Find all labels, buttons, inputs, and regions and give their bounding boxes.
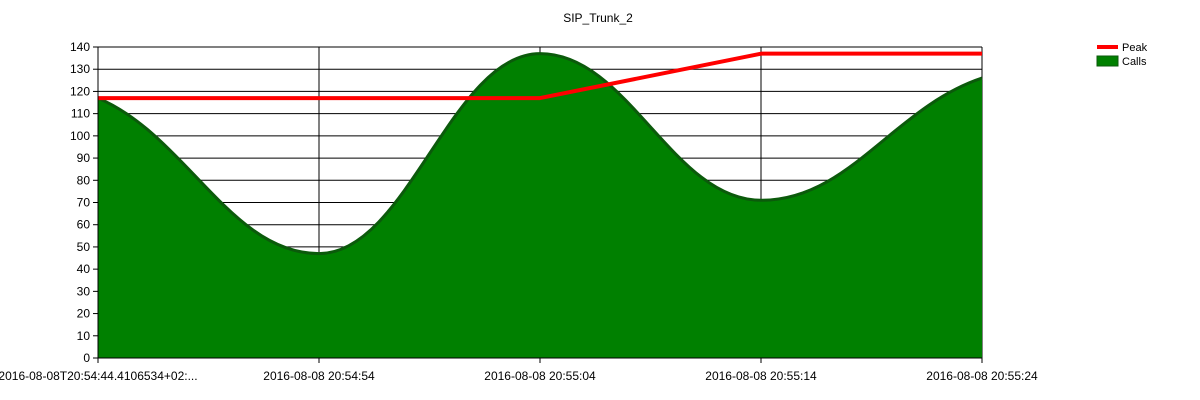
peak-line (98, 51, 982, 101)
y-tick-label: 10 (77, 329, 91, 343)
y-tick-label: 90 (77, 151, 91, 165)
axis-layer: 0 10 20 30 40 50 60 70 80 90 100 110 120 130 140 2016-0… (0, 40, 1038, 383)
y-tick-label: 0 (83, 351, 90, 365)
x-tick-label: 2016-08-08 20:54:54 (263, 369, 375, 383)
y-tick-label: 130 (70, 62, 90, 76)
legend-label-calls: Calls (1122, 56, 1147, 68)
calls-area (98, 53, 982, 359)
legend-swatch-calls (1096, 55, 1119, 67)
line-layer (98, 51, 982, 101)
x-tick-label: 2016-08-08 20:55:04 (484, 369, 596, 383)
y-tick-label: 110 (71, 107, 90, 121)
y-tick-label: 30 (77, 284, 91, 298)
y-tick-label: 80 (77, 173, 91, 187)
y-tick-label: 20 (77, 307, 91, 321)
legend: Peak Calls (1096, 42, 1148, 68)
y-tick-label: 60 (77, 218, 91, 232)
legend-label-peak: Peak (1122, 42, 1148, 54)
y-tick-label: 100 (70, 129, 90, 143)
y-tick-label: 140 (70, 40, 90, 54)
y-tick-label: 40 (77, 262, 91, 276)
y-tick-label: 70 (77, 196, 91, 210)
calls-area-edge (97, 52, 983, 256)
x-tick-label: 2016-08-08T20:54:44.4106534+02:... (0, 369, 198, 383)
chart-title: SIP_Trunk_2 (563, 11, 633, 25)
y-tick-label: 120 (70, 84, 90, 98)
x-tick-label: 2016-08-08 20:55:24 (926, 369, 1038, 383)
x-tick-label: 2016-08-08 20:55:14 (705, 369, 817, 383)
area-layer (97, 52, 983, 359)
y-tick-label: 50 (77, 240, 91, 254)
